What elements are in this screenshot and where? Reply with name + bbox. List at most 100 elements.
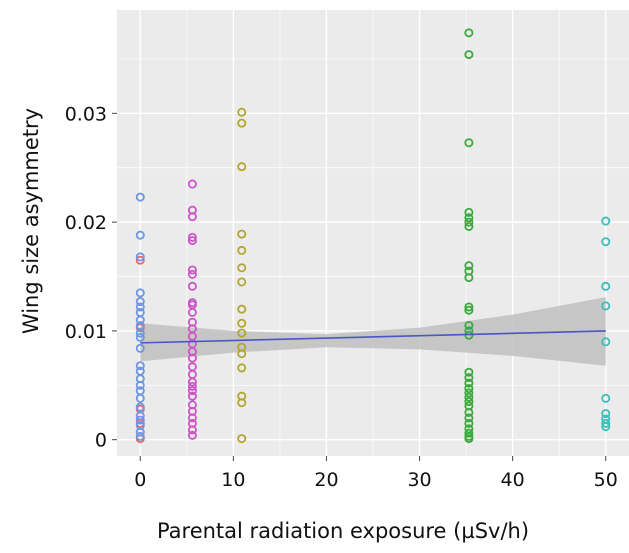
data-point — [187, 391, 197, 401]
x-axis-ticks: 0 10 20 30 40 50 — [134, 456, 618, 491]
data-point — [237, 328, 247, 338]
data-point — [135, 192, 145, 202]
data-point — [135, 255, 145, 265]
data-point — [187, 413, 197, 423]
y-axis-title: Wing size asymmetry — [19, 108, 43, 334]
data-point — [464, 418, 474, 428]
data-point — [464, 413, 474, 423]
data-point — [135, 288, 145, 298]
data-point — [464, 213, 474, 223]
data-point — [464, 378, 474, 388]
data-point — [464, 384, 474, 394]
data-point — [464, 207, 474, 217]
data-point — [187, 386, 197, 396]
data-point — [237, 318, 247, 328]
data-point — [135, 315, 145, 325]
data-point — [601, 337, 611, 347]
data-point — [135, 252, 145, 262]
data-point — [464, 138, 474, 148]
data-point — [601, 301, 611, 311]
data-point — [464, 320, 474, 330]
x-axis-title: Parental radiation exposure (µSv/h) — [157, 519, 529, 543]
data-point — [464, 305, 474, 315]
y-axis-ticks: 0 0.01 0.02 0.03 — [65, 103, 117, 452]
data-point — [464, 273, 474, 283]
x-tick-label: 10 — [221, 469, 245, 491]
data-point — [464, 434, 474, 444]
data-point — [237, 363, 247, 373]
data-point — [135, 402, 145, 412]
data-point — [187, 232, 197, 242]
data-point — [187, 425, 197, 435]
data-point — [601, 216, 611, 226]
data-point — [187, 377, 197, 387]
data-point — [237, 304, 247, 314]
data-point — [601, 237, 611, 247]
data-point — [135, 361, 145, 371]
data-point — [464, 392, 474, 402]
data-point — [601, 422, 611, 432]
x-tick-label: 30 — [407, 469, 431, 491]
data-point — [187, 307, 197, 317]
data-point — [464, 261, 474, 271]
trend-line — [140, 330, 606, 344]
data-point — [464, 50, 474, 60]
data-point — [187, 430, 197, 440]
data-point — [187, 179, 197, 189]
data-point — [464, 373, 474, 383]
y-tick-label: 0.03 — [65, 103, 107, 125]
data-point — [237, 434, 247, 444]
data-point — [237, 398, 247, 408]
x-tick-label: 20 — [314, 469, 338, 491]
y-tick-label: 0.02 — [65, 212, 107, 234]
data-point — [464, 397, 474, 407]
data-point — [135, 302, 145, 312]
data-point — [237, 277, 247, 287]
data-point — [135, 427, 145, 437]
data-point — [237, 263, 247, 273]
data-point — [237, 118, 247, 128]
x-tick-label: 0 — [134, 469, 146, 491]
data-point — [135, 411, 145, 421]
data-point — [464, 221, 474, 231]
data-point — [135, 297, 145, 307]
data-point — [464, 217, 474, 227]
y-tick-label: 0 — [95, 430, 107, 452]
data-point — [464, 428, 474, 438]
data-point — [135, 415, 145, 425]
data-point — [135, 230, 145, 240]
data-point — [237, 245, 247, 255]
data-point — [237, 107, 247, 117]
data-points — [135, 28, 611, 444]
data-point — [187, 269, 197, 279]
data-point — [187, 281, 197, 291]
data-point — [187, 212, 197, 222]
data-point — [464, 367, 474, 377]
data-point — [135, 328, 145, 338]
data-point — [464, 388, 474, 398]
data-point — [187, 353, 197, 363]
data-point — [601, 418, 611, 428]
grid-minor — [117, 10, 629, 456]
confidence-band — [140, 297, 606, 366]
data-point — [464, 28, 474, 38]
data-point — [135, 343, 145, 353]
data-point — [237, 162, 247, 172]
data-point — [135, 332, 145, 342]
data-point — [601, 281, 611, 291]
data-point — [135, 380, 145, 390]
data-point — [237, 229, 247, 239]
x-tick-label: 40 — [501, 469, 525, 491]
x-tick-label: 50 — [594, 469, 618, 491]
data-point — [601, 409, 611, 419]
data-point — [464, 302, 474, 312]
data-point — [135, 393, 145, 403]
data-point — [601, 393, 611, 403]
data-point — [237, 349, 247, 359]
data-point — [187, 381, 197, 391]
data-point — [135, 431, 145, 441]
data-point — [187, 236, 197, 246]
data-point — [464, 407, 474, 417]
